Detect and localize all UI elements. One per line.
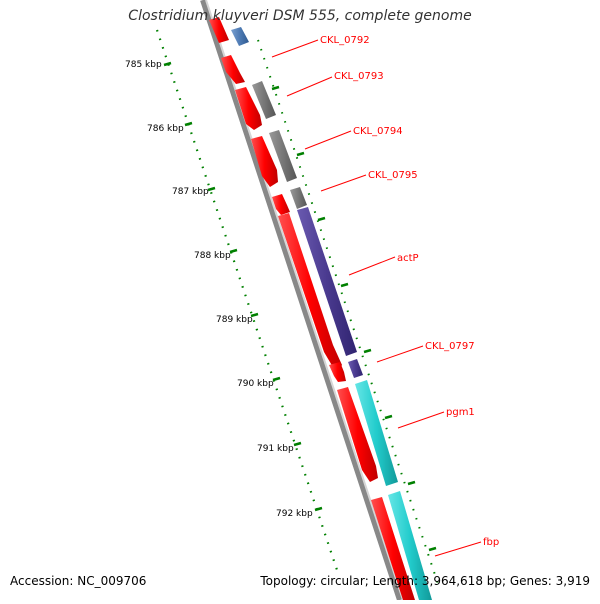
leader-ckl-0792 xyxy=(271,39,319,58)
ruler-tick xyxy=(314,506,323,512)
feature-tick xyxy=(407,480,416,486)
feature-cyan-pgm1[interactable] xyxy=(355,380,398,486)
ruler-tick xyxy=(293,441,302,447)
gene-label[interactable]: actP xyxy=(397,253,419,264)
gene-label[interactable]: CKL_0793 xyxy=(334,71,384,82)
label-leaders xyxy=(271,39,482,557)
feature-tick xyxy=(363,348,372,354)
map-title: Clostridium kluyveri DSM 555, complete g… xyxy=(128,8,472,24)
feature-tick xyxy=(428,546,437,552)
ruler-label: 788 kbp xyxy=(194,251,231,261)
feature-ticks xyxy=(271,85,437,552)
leader-ckl-0795 xyxy=(320,174,367,192)
gene-label[interactable]: pgm1 xyxy=(446,407,475,418)
feature-gray-ckl-0794[interactable] xyxy=(269,130,297,182)
ruler-tick xyxy=(163,61,172,67)
gene-cds-actp[interactable] xyxy=(278,213,342,374)
ruler-label: 786 kbp xyxy=(147,124,184,134)
gene-label[interactable]: CKL_0797 xyxy=(425,341,475,352)
ruler-tick xyxy=(207,186,216,192)
cds-track xyxy=(209,17,415,600)
ruler-label: 785 kbp xyxy=(125,60,162,70)
feature-tick xyxy=(271,85,280,91)
leader-ckl-0793 xyxy=(286,76,333,97)
feature-track xyxy=(231,27,432,600)
accession-label: Accession: NC_009706 xyxy=(10,574,147,588)
gene-cds-ckl-0794[interactable] xyxy=(251,136,278,187)
gene-cds-ckl-0792[interactable] xyxy=(221,55,245,84)
feature-gray-ckl-0795[interactable] xyxy=(290,187,307,209)
gene-label[interactable]: CKL_0795 xyxy=(368,170,418,181)
feature-tick xyxy=(340,282,349,288)
leader-pgm1 xyxy=(397,411,445,429)
ruler-label: 791 kbp xyxy=(257,444,294,454)
feature-purple-actp[interactable] xyxy=(297,207,357,356)
gene-label[interactable]: fbp xyxy=(483,537,499,548)
gene-cds-ckl-0797[interactable] xyxy=(329,362,346,382)
ruler-tick xyxy=(250,312,259,318)
gene-label[interactable]: CKL_0792 xyxy=(320,35,370,46)
gene-label[interactable]: CKL_0794 xyxy=(353,126,403,137)
gene-cds-pgm1[interactable] xyxy=(337,387,378,482)
ruler-label: 789 kbp xyxy=(216,315,253,325)
feature-purple-ckl-0797[interactable] xyxy=(348,359,363,378)
feature-tick xyxy=(296,151,305,157)
feature-blue[interactable] xyxy=(231,27,249,46)
gene-cds-fbp[interactable] xyxy=(371,497,415,600)
gene-cds-ckl-0795[interactable] xyxy=(272,194,290,215)
ruler-tick xyxy=(184,121,193,127)
leader-fbp xyxy=(434,541,482,557)
ruler-tick xyxy=(272,376,281,382)
feature-tick xyxy=(317,216,326,222)
feature-tick xyxy=(384,414,393,420)
genome-backbone xyxy=(200,0,403,601)
outer-ruler-dots xyxy=(257,39,441,591)
ruler-tick xyxy=(229,248,238,254)
gene-cds-ckl-0792-top[interactable] xyxy=(209,17,229,43)
feature-gray-ckl-0793[interactable] xyxy=(252,81,276,119)
ruler-label: 790 kbp xyxy=(237,379,274,389)
ruler-label: 792 kbp xyxy=(276,509,313,519)
genome-summary-label: Topology: circular; Length: 3,964,618 bp… xyxy=(260,574,590,588)
ruler-label: 787 kbp xyxy=(172,187,209,197)
ruler-ticks xyxy=(163,61,323,512)
leader-actp xyxy=(348,256,396,276)
leader-ckl-0794 xyxy=(304,130,352,150)
gene-cds-ckl-0793[interactable] xyxy=(235,87,262,130)
feature-cyan-fbp[interactable] xyxy=(388,491,432,600)
leader-ckl-0797 xyxy=(376,345,424,363)
